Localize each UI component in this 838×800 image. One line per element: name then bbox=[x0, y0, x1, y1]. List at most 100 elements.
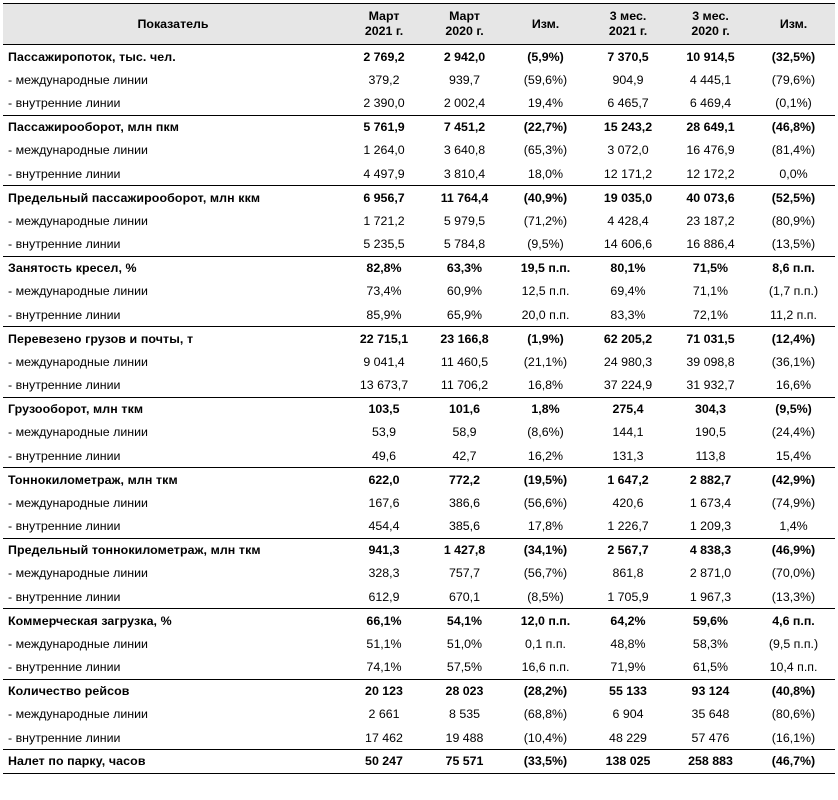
value-march-2020: 51,0% bbox=[446, 636, 483, 651]
value-march-2020: 54,1% bbox=[425, 608, 504, 632]
value-march-2021: 9 041,4 bbox=[363, 354, 405, 369]
value-change-month: (8,6%) bbox=[527, 425, 564, 440]
value-march-2021: 379,2 bbox=[368, 72, 400, 87]
value-3m-2020: 71 031,5 bbox=[669, 326, 752, 350]
subrow-label: - внутренние линии bbox=[8, 166, 121, 181]
value-change-3m: (13,5%) bbox=[771, 237, 816, 251]
value-3m-2020: 58,3% bbox=[692, 636, 729, 651]
table-row: - международные линии 9 041,4 11 460,5 (21,… bbox=[3, 350, 835, 374]
value-3m-2021: 14 606,6 bbox=[603, 237, 653, 251]
subrow-label: - международные линии bbox=[8, 707, 148, 722]
column-header-line1: Изм. bbox=[531, 16, 560, 31]
value-3m-2020: 57 476 bbox=[691, 730, 730, 745]
value-change-3m: (36,1%) bbox=[771, 354, 816, 369]
value-3m-2021: 3 072,0 bbox=[607, 143, 649, 158]
value-march-2020: 939,7 bbox=[448, 72, 480, 87]
value-3m-2020: 113,8 bbox=[695, 448, 726, 463]
value-change-month: 1,8% bbox=[504, 396, 587, 421]
value-3m-2021: 6 904 bbox=[612, 707, 644, 722]
value-3m-2020: 71,1% bbox=[692, 284, 729, 299]
table-row: - международные линии 167,6 386,6 (56,6%) 42… bbox=[3, 491, 835, 515]
value-3m-2021: 1 226,7 bbox=[607, 519, 649, 533]
value-march-2021: 13 673,7 bbox=[359, 378, 409, 392]
value-3m-2020: 1 673,4 bbox=[689, 495, 732, 510]
value-march-2021: 1 721,2 bbox=[363, 213, 405, 228]
value-march-2021: 22 715,1 bbox=[343, 326, 425, 350]
value-change-3m: 0,0% bbox=[779, 166, 808, 181]
value-3m-2021: 420,6 bbox=[612, 495, 644, 510]
section-header-row: Перевезено грузов и почты, т 22 715,1 23 1… bbox=[3, 326, 835, 350]
value-march-2020: 385,6 bbox=[448, 519, 480, 533]
value-3m-2021: 7 370,5 bbox=[587, 44, 669, 68]
value-march-2021: 6 956,7 bbox=[343, 185, 425, 209]
value-march-2020: 75 571 bbox=[425, 749, 504, 774]
value-3m-2020: 59,6% bbox=[669, 608, 752, 632]
table-row: - внутренние линии 612,9 670,1 (8,5%) 1 705,… bbox=[3, 585, 835, 609]
value-3m-2021: 12 171,2 bbox=[603, 166, 653, 181]
value-change-month: 12,0 п.п. bbox=[504, 608, 587, 632]
subrow-label: - международные линии bbox=[8, 425, 148, 440]
value-3m-2020: 4 445,1 bbox=[689, 72, 732, 87]
value-3m-2021: 64,2% bbox=[587, 608, 669, 632]
value-change-3m: (0,1%) bbox=[775, 96, 812, 110]
value-march-2020: 58,9 bbox=[452, 425, 477, 440]
table-row: - внутренние линии 4 497,9 3 810,4 18,0% 12 … bbox=[3, 162, 835, 186]
value-3m-2020: 1 967,3 bbox=[689, 589, 732, 604]
value-3m-2021: 904,9 bbox=[612, 72, 644, 87]
value-march-2020: 1 427,8 bbox=[425, 537, 504, 562]
value-change-3m: (16,1%) bbox=[771, 730, 816, 745]
value-march-2020: 65,9% bbox=[446, 307, 483, 322]
value-march-2021: 4 497,9 bbox=[363, 166, 405, 181]
table-row: - международные линии 379,2 939,7 (59,6%) 90… bbox=[3, 68, 835, 92]
indicator-label: Пассажиропоток, тыс. чел. bbox=[3, 44, 343, 68]
value-march-2020: 5 784,8 bbox=[443, 237, 486, 251]
value-3m-2020: 2 871,0 bbox=[689, 566, 732, 581]
value-3m-2021: 1 705,9 bbox=[607, 589, 649, 604]
value-march-2021: 941,3 bbox=[343, 537, 425, 562]
value-3m-2020: 23 187,2 bbox=[686, 213, 735, 228]
table-body: Пассажиропоток, тыс. чел. 2 769,2 2 942,0(… bbox=[3, 44, 835, 774]
value-march-2020: 7 451,2 bbox=[425, 114, 504, 139]
value-march-2020: 28 023 bbox=[425, 678, 504, 703]
value-march-2021: 2 390,0 bbox=[363, 96, 405, 110]
value-3m-2020: 258 883 bbox=[669, 749, 752, 774]
value-march-2020: 101,6 bbox=[425, 396, 504, 421]
value-march-2021: 2 661 bbox=[368, 707, 400, 722]
column-header-3m-2021: 3 мес. 2021 г. bbox=[587, 3, 669, 45]
subrow-label: - внутренние линии bbox=[8, 519, 121, 533]
value-march-2020: 19 488 bbox=[445, 730, 484, 745]
column-header-line1: Март bbox=[368, 9, 400, 23]
value-change-3m: 11,2 п.п. bbox=[770, 307, 817, 322]
column-header-line2: 2021 г. bbox=[364, 24, 404, 38]
value-3m-2020: 16 476,9 bbox=[686, 143, 735, 158]
value-march-2020: 2 002,4 bbox=[443, 96, 486, 110]
subrow-label: - международные линии bbox=[8, 354, 148, 369]
value-change-month: 17,8% bbox=[527, 519, 564, 533]
subrow-label: - внутренние линии bbox=[8, 589, 121, 604]
value-march-2021: 2 769,2 bbox=[343, 44, 425, 68]
subrow-label: - внутренние линии bbox=[8, 96, 121, 110]
subrow-label: - внутренние линии bbox=[8, 378, 121, 392]
value-march-2021: 612,9 bbox=[368, 589, 400, 604]
value-march-2021: 17 462 bbox=[365, 730, 403, 745]
value-change-3m: (81,4%) bbox=[771, 143, 816, 158]
value-march-2020: 60,9% bbox=[446, 284, 483, 299]
subrow-label: - международные линии bbox=[8, 143, 148, 158]
column-header-march-2020: Март 2020 г. bbox=[425, 3, 504, 45]
value-3m-2020: 28 649,1 bbox=[669, 114, 752, 139]
value-march-2021: 74,1% bbox=[366, 660, 402, 674]
value-change-month: (33,5%) bbox=[504, 749, 587, 774]
value-march-2021: 5 761,9 bbox=[343, 114, 425, 139]
value-march-2020: 386,6 bbox=[448, 495, 480, 510]
value-3m-2020: 71,5% bbox=[669, 255, 752, 280]
value-change-3m: (42,9%) bbox=[752, 467, 835, 491]
value-change-month: (22,7%) bbox=[504, 114, 587, 139]
value-change-month: (71,2%) bbox=[523, 213, 568, 228]
table-row: - международные линии 2 661 8 535 (68,8%) 6 … bbox=[3, 703, 835, 727]
value-march-2020: 5 979,5 bbox=[443, 213, 486, 228]
value-3m-2020: 4 838,3 bbox=[669, 537, 752, 562]
value-3m-2020: 12 172,2 bbox=[686, 166, 735, 181]
value-change-3m: (80,6%) bbox=[771, 707, 816, 722]
value-change-3m: 10,4 п.п. bbox=[769, 660, 818, 674]
value-3m-2021: 275,4 bbox=[587, 396, 669, 421]
